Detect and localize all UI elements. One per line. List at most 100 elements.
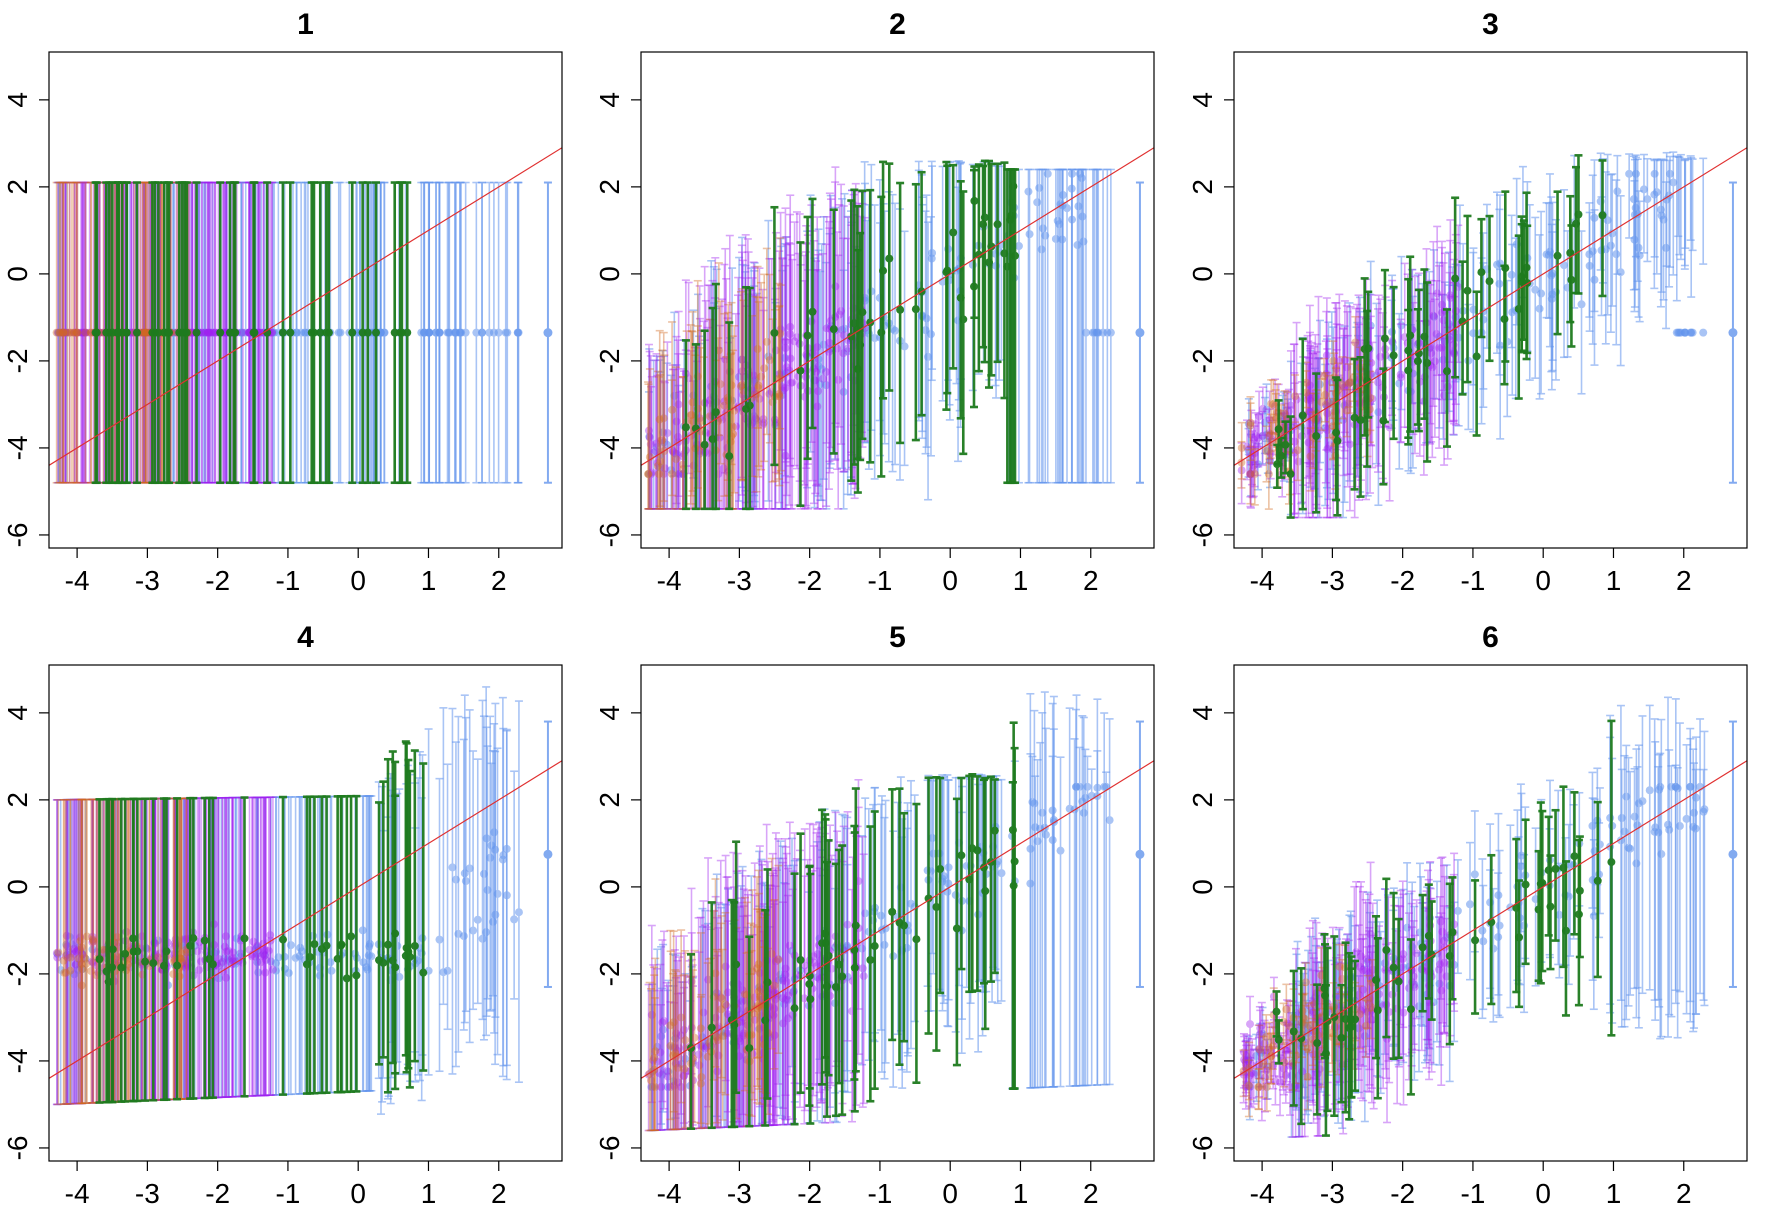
- error-bar: [752, 292, 761, 510]
- error-bar: [58, 181, 67, 484]
- data-point: [1263, 446, 1272, 455]
- data-point: [762, 337, 771, 346]
- data-point: [59, 328, 68, 337]
- data-point: [668, 405, 677, 414]
- data-point: [1025, 230, 1034, 239]
- error-bar: [652, 353, 661, 510]
- error-bar: [822, 243, 831, 507]
- error-bar: [1590, 159, 1599, 313]
- error-bar: [1294, 393, 1303, 519]
- data-point: [675, 470, 684, 479]
- error-bar: [1469, 251, 1478, 433]
- error-bar: [1616, 195, 1625, 367]
- data-point: [731, 422, 740, 431]
- error-bar: [1496, 268, 1505, 440]
- data-point: [670, 391, 679, 400]
- data-point: [758, 420, 767, 429]
- error-bar: [204, 181, 213, 484]
- error-bar: [192, 181, 201, 485]
- data-point: [839, 349, 848, 358]
- data-point: [192, 328, 201, 337]
- error-bar: [205, 181, 214, 484]
- data-point: [752, 416, 761, 425]
- error-bar: [59, 181, 68, 484]
- data-point: [992, 261, 1001, 270]
- error-bar: [776, 211, 785, 451]
- data-point: [142, 328, 151, 337]
- data-point: [150, 328, 159, 337]
- error-bar: [759, 309, 768, 510]
- data-point: [1590, 213, 1599, 222]
- error-bar: [205, 181, 214, 484]
- error-bar: [1544, 202, 1553, 319]
- data-point: [755, 394, 764, 403]
- data-point: [67, 328, 76, 337]
- error-bar: [1306, 349, 1315, 488]
- error-bar: [775, 306, 784, 480]
- data-point: [77, 328, 86, 337]
- error-bar: [92, 181, 101, 485]
- x-tick-label: -3: [727, 565, 752, 596]
- data-point: [781, 451, 790, 460]
- data-point: [782, 363, 791, 372]
- data-point: [670, 449, 679, 458]
- data-point: [803, 331, 812, 340]
- data-point: [870, 334, 879, 343]
- data-point: [840, 324, 849, 333]
- data-point: [822, 324, 831, 333]
- error-bar: [1531, 216, 1540, 379]
- data-point: [1255, 412, 1264, 421]
- data-point: [1074, 202, 1083, 211]
- error-bar: [673, 339, 682, 510]
- data-point: [839, 331, 848, 340]
- error-bar: [731, 312, 740, 510]
- error-bar: [67, 181, 76, 484]
- error-bar: [974, 163, 983, 373]
- data-point: [1631, 169, 1640, 178]
- data-point: [1024, 187, 1033, 196]
- data-point: [1294, 457, 1303, 466]
- data-point: [738, 380, 747, 389]
- data-point: [781, 337, 790, 346]
- data-point: [1322, 369, 1331, 378]
- error-bar: [813, 216, 822, 486]
- data-point: [92, 328, 101, 337]
- error-bar: [256, 181, 265, 484]
- error-bar: [786, 194, 795, 467]
- error-bar: [775, 304, 784, 487]
- error-bar: [808, 197, 817, 430]
- error-bar: [734, 276, 743, 510]
- error-bar: [1585, 202, 1594, 318]
- error-bar: [65, 181, 74, 484]
- error-bar: [163, 181, 172, 485]
- data-point: [263, 328, 272, 337]
- error-bar: [765, 257, 774, 510]
- data-point: [818, 374, 827, 383]
- data-point: [786, 378, 795, 387]
- data-point: [53, 328, 62, 337]
- error-bar: [837, 183, 846, 445]
- error-bar: [647, 375, 656, 510]
- error-bar: [69, 181, 78, 484]
- error-bar: [728, 335, 737, 510]
- error-bar: [450, 181, 459, 484]
- data-point: [307, 328, 316, 337]
- data-point: [754, 383, 763, 392]
- data-point: [1079, 237, 1088, 246]
- data-point: [59, 328, 68, 337]
- data-point: [993, 220, 1002, 229]
- error-bar: [485, 181, 494, 484]
- data-point: [65, 328, 74, 337]
- data-point: [659, 428, 668, 437]
- outlier-point: [543, 181, 553, 484]
- error-bar: [1051, 168, 1060, 484]
- data-point: [485, 328, 494, 337]
- data-point: [980, 213, 989, 222]
- data-point: [204, 328, 213, 337]
- y-tick-label: 0: [2, 266, 33, 282]
- data-point: [205, 328, 214, 337]
- data-point: [653, 458, 662, 467]
- y-tick-label: -4: [2, 435, 33, 460]
- error-bar: [1493, 191, 1502, 355]
- error-bar: [1368, 341, 1377, 469]
